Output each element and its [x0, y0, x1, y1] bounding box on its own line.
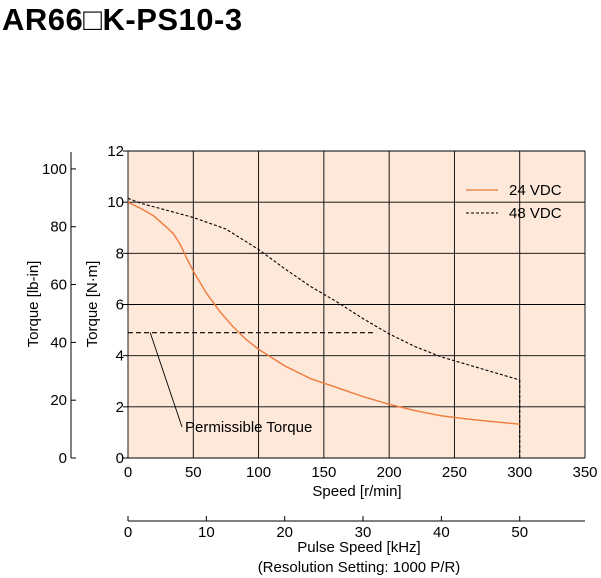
series-layer	[127, 197, 521, 458]
y-tick-label: 12	[107, 143, 124, 160]
x-tick-label: 50	[185, 464, 202, 481]
secondary-y-tick-label: 80	[50, 219, 67, 236]
secondary-x-axis-label-line1: Pulse Speed [kHz]	[297, 539, 420, 556]
tick-labels: 0 2 4 6 8 10 12 0 50 100 150 200 250 300 350	[107, 143, 597, 481]
x-tick-label: 0	[124, 464, 132, 481]
legend-label-48vdc: 48 VDC	[509, 205, 562, 222]
y-tick-label: 0	[116, 450, 124, 467]
y-tick-label: 6	[116, 297, 124, 314]
secondary-y-tick-label: 100	[42, 161, 67, 178]
y-axis-label: Torque [N·m]	[84, 261, 101, 348]
page-title: AR66□K-PS10-3	[2, 2, 243, 37]
permissible-torque-leader	[149, 332, 183, 428]
x-tick-label: 200	[377, 464, 402, 481]
secondary-y-tick-label: 20	[50, 392, 67, 409]
x-tick-label: 100	[246, 464, 271, 481]
secondary-y-tick-label: 60	[50, 277, 67, 294]
x-tick-label: 250	[442, 464, 467, 481]
x-axis-label: Speed [r/min]	[312, 483, 401, 500]
y-tick-label: 10	[107, 194, 124, 211]
secondary-y-tick-label: 0	[59, 450, 67, 467]
series-48vdc-line	[127, 197, 520, 381]
secondary-y-axis-label: Torque [lb-in]	[25, 261, 42, 348]
y-tick-label: 4	[116, 348, 124, 365]
secondary-x-axis-label-line2: (Resolution Setting: 1000 P/R)	[258, 559, 461, 576]
x-tick-label: 300	[507, 464, 532, 481]
secondary-x-tick-label: 20	[276, 524, 293, 541]
secondary-x-axis: 0 10 20 30 40 50	[124, 516, 585, 541]
series-24vdc-line	[127, 201, 520, 425]
secondary-x-tick-label: 10	[198, 524, 215, 541]
secondary-x-tick-label: 30	[355, 524, 372, 541]
permissible-torque-label: Permissible Torque	[185, 419, 312, 436]
secondary-x-tick-label: 50	[511, 524, 528, 541]
x-tick-label: 350	[572, 464, 597, 481]
secondary-x-tick-label: 0	[124, 524, 132, 541]
secondary-y-axis: 0 20 40 60 80 100	[42, 152, 76, 467]
y-tick-label: 2	[116, 399, 124, 416]
x-tick-label: 150	[311, 464, 336, 481]
secondary-x-tick-label: 40	[433, 524, 450, 541]
legend-label-24vdc: 24 VDC	[509, 182, 562, 199]
y-tick-label: 8	[116, 245, 124, 262]
annotation-layer	[128, 332, 377, 428]
secondary-y-tick-label: 40	[50, 334, 67, 351]
